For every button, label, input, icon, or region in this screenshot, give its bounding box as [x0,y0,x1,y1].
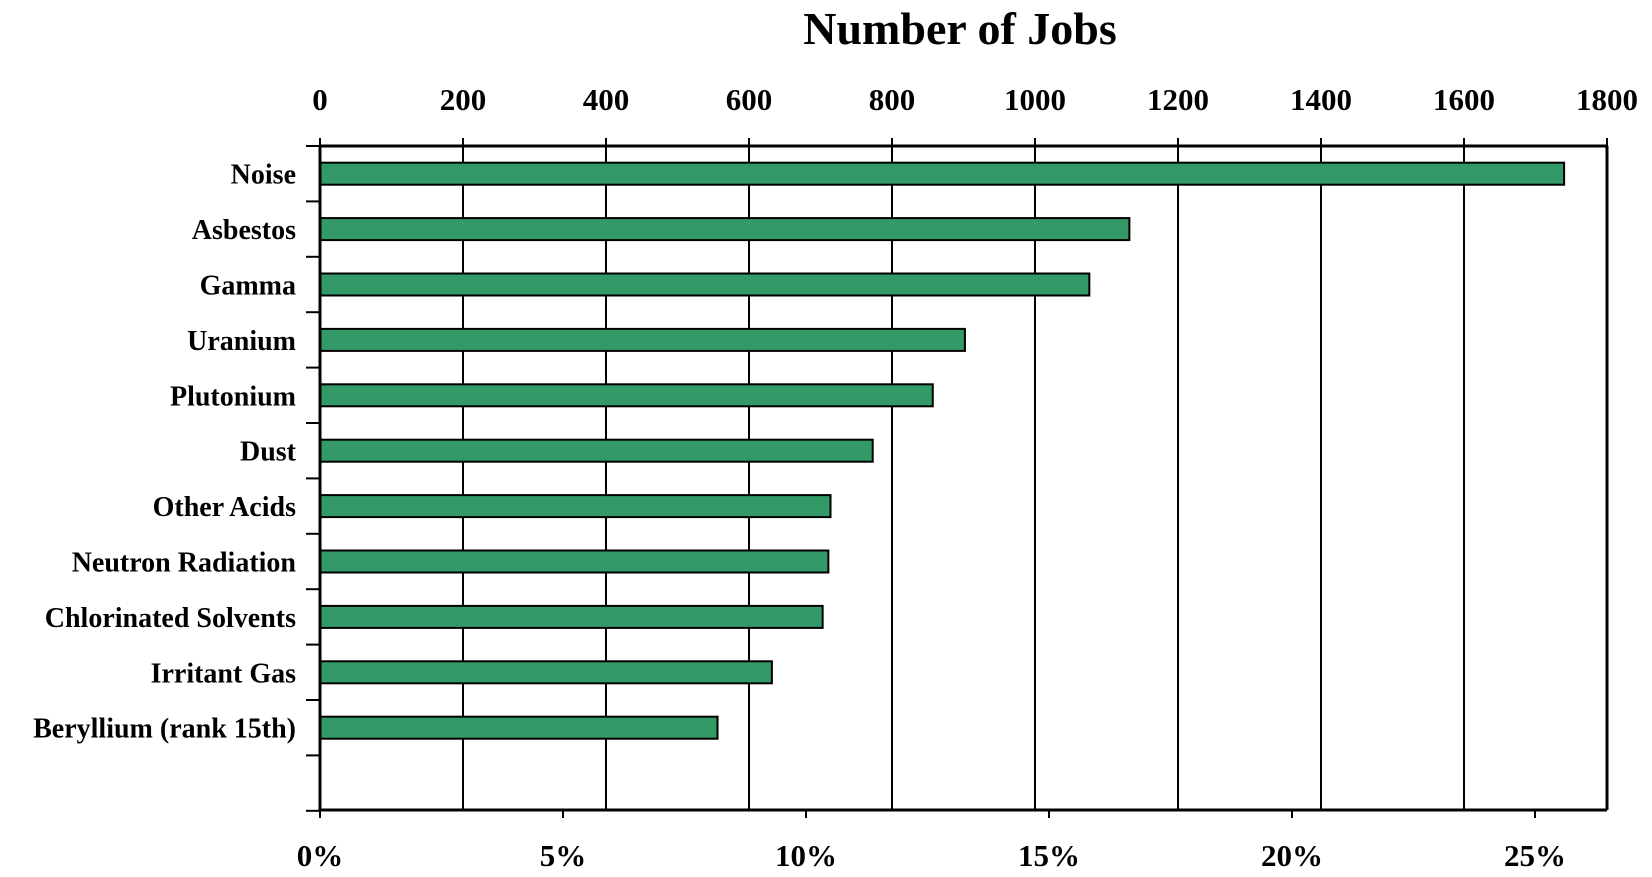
category-label: Uranium [187,326,296,357]
top-tick-label: 600 [726,82,773,117]
top-tick-label: 1400 [1290,82,1352,117]
bar [319,660,773,685]
bottom-tick-label: 0% [297,838,344,873]
category-label: Asbestos [192,215,296,246]
top-tick-label: 0 [312,82,328,117]
bar [319,438,874,463]
bottom-tick-label: 15% [1018,838,1080,873]
chart-title: Number of Jobs [803,3,1117,54]
bar [319,161,1566,186]
bar [319,494,832,519]
top-axis-ticks: 0 200 400 600 800 1000 1200 1400 1600 1800 [312,82,1638,146]
category-label: Plutonium [170,381,296,412]
bar [319,383,934,408]
bar [319,549,830,574]
gridlines [462,146,1465,810]
category-labels: Noise Asbestos Gamma Uranium Plutonium Dust Ot… [33,160,297,745]
category-label: Noise [231,160,296,191]
bar [319,272,1091,297]
category-label: Chlorinated Solvents [45,603,296,634]
bottom-axis-ticks: 0% 5% 10% 15% 20% 25% [297,810,1566,873]
top-tick-label: 1600 [1433,82,1495,117]
category-label: Beryllium (rank 15th) [33,714,296,745]
bottom-tick-label: 5% [540,838,587,873]
category-label: Irritant Gas [151,658,297,689]
top-tick-label: 800 [869,82,916,117]
bars [319,161,1566,740]
bar [319,327,966,352]
bottom-tick-label: 10% [775,838,837,873]
category-label: Gamma [200,271,296,302]
top-tick-label: 400 [583,82,630,117]
bar [319,604,824,629]
bottom-tick-label: 20% [1261,838,1323,873]
category-label: Dust [240,437,297,468]
axes [306,144,1609,812]
category-label: Other Acids [153,492,296,523]
top-tick-label: 1000 [1004,82,1066,117]
top-tick-label: 200 [440,82,487,117]
bottom-tick-label: 25% [1504,838,1566,873]
category-label: Neutron Radiation [72,548,297,579]
top-tick-label: 1800 [1576,82,1638,117]
top-tick-label: 1200 [1147,82,1209,117]
bar [319,217,1131,242]
bar [319,715,719,740]
